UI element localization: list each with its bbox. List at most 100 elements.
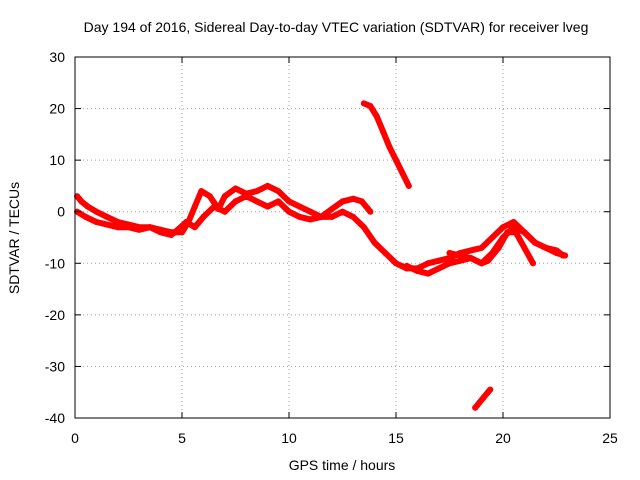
data-point	[480, 394, 487, 401]
data-point	[399, 170, 406, 176]
data-point	[183, 219, 190, 225]
data-point	[328, 213, 335, 220]
data-point	[478, 244, 485, 251]
y-tick-label: 20	[49, 101, 65, 117]
data-point	[371, 239, 378, 246]
data-point	[504, 229, 511, 236]
x-axis-label: GPS time / hours	[289, 457, 396, 473]
data-point	[253, 198, 260, 205]
data-point	[264, 182, 271, 189]
data-point	[78, 198, 85, 205]
y-tick-label: 0	[57, 204, 65, 220]
data-point	[435, 265, 442, 272]
data-point	[200, 213, 207, 220]
data-point	[168, 231, 175, 238]
data-point	[307, 216, 314, 223]
data-point	[350, 195, 357, 202]
y-tick-label: -40	[45, 410, 65, 426]
data-point	[510, 219, 517, 225]
data-point	[232, 185, 239, 192]
data-point	[382, 250, 389, 256]
data-point	[114, 224, 121, 231]
data-point	[296, 213, 303, 220]
data-point	[542, 244, 549, 251]
x-tick-label: 5	[178, 430, 186, 446]
x-tick-label: 20	[495, 430, 511, 446]
data-point	[532, 239, 539, 246]
data-point	[467, 247, 474, 254]
x-tick-label: 10	[281, 430, 297, 446]
data-point	[476, 399, 483, 406]
plot-frame	[74, 56, 611, 419]
data-point	[253, 188, 260, 195]
data-point	[367, 103, 374, 109]
y-tick-label: -10	[45, 255, 65, 271]
data-point	[562, 252, 569, 259]
data-point	[485, 257, 491, 264]
data-point	[191, 203, 198, 210]
data-point	[380, 128, 387, 135]
data-point	[512, 229, 519, 236]
data-point	[367, 208, 374, 215]
data-point	[500, 224, 506, 231]
y-tick-label: -20	[45, 307, 65, 323]
data-point	[221, 193, 228, 200]
data-point	[495, 244, 502, 251]
data-point	[104, 221, 111, 228]
data-point	[286, 198, 292, 205]
data-point	[125, 224, 132, 231]
data-point	[487, 386, 494, 393]
data-point	[446, 255, 453, 262]
y-tick-label: 30	[49, 49, 65, 65]
data-point	[521, 229, 528, 236]
data-point	[467, 255, 474, 262]
series-trace-f	[472, 386, 494, 411]
data-point	[136, 226, 143, 233]
data-point	[174, 226, 181, 233]
data-point	[510, 224, 517, 231]
data-point	[446, 260, 453, 267]
data-point	[318, 213, 325, 220]
y-axis: -40 -30 -20 -10 0 10 20 30	[45, 49, 610, 426]
data-point	[489, 234, 496, 241]
data-point	[104, 213, 111, 220]
data-point	[198, 188, 205, 195]
data-point	[393, 260, 399, 267]
data-point	[264, 203, 271, 210]
data-point	[472, 404, 479, 411]
data-point	[457, 252, 464, 259]
data-point	[386, 144, 393, 151]
data-point	[211, 203, 218, 210]
data-point	[521, 244, 528, 251]
y-tick-label: -30	[45, 358, 65, 374]
data-point	[93, 219, 100, 225]
data-point	[275, 198, 282, 205]
data-point	[403, 262, 410, 269]
data-point	[457, 257, 464, 264]
data-point	[350, 213, 357, 220]
data-point	[82, 213, 89, 220]
data-point	[74, 193, 81, 200]
data-point	[425, 260, 432, 267]
x-tick-label: 25	[602, 430, 618, 446]
data-point	[425, 270, 432, 277]
data-point	[478, 260, 485, 267]
data-point	[360, 224, 367, 231]
data-point	[114, 219, 121, 225]
data-point	[339, 198, 346, 205]
data-point	[328, 206, 335, 213]
data-point	[157, 229, 164, 236]
x-tick-label: 0	[71, 430, 79, 446]
series-trace-c	[403, 224, 569, 277]
data-point	[405, 182, 412, 189]
data-point	[393, 157, 399, 164]
data-point	[191, 224, 198, 231]
data-point	[286, 208, 292, 215]
data-point	[84, 203, 91, 210]
x-tick-label: 15	[388, 430, 404, 446]
data-point	[358, 198, 365, 205]
y-axis-label: SDTVAR / TECUs	[6, 182, 22, 294]
data-point	[360, 100, 367, 107]
data-point	[414, 268, 421, 274]
